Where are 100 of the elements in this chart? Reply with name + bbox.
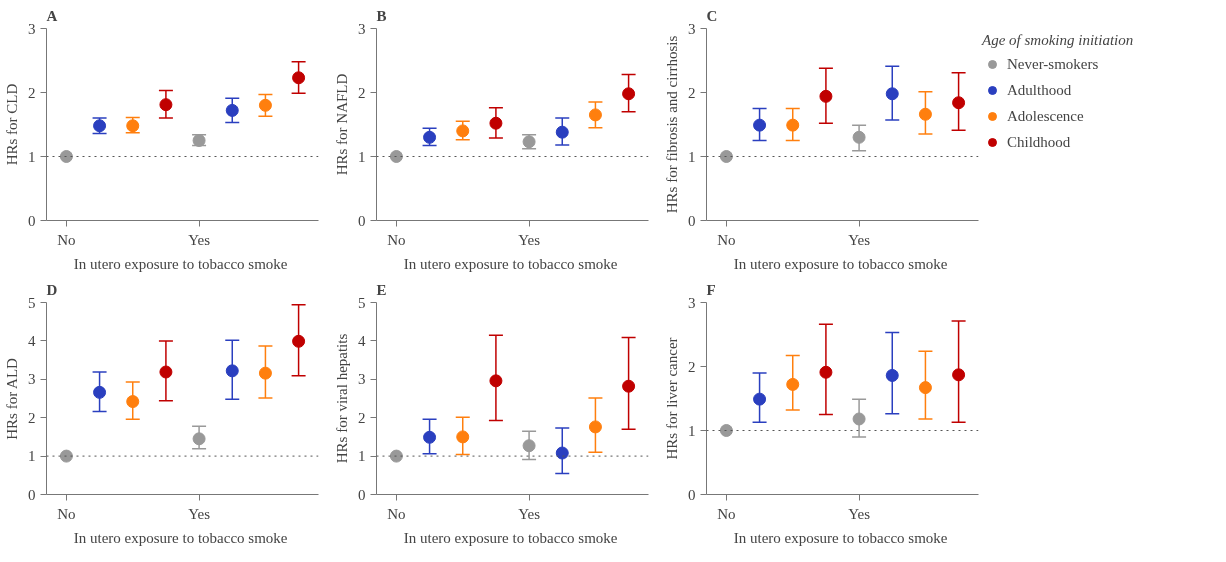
- y-tick-label: 0: [358, 486, 366, 503]
- point: [588, 108, 602, 122]
- chart-title: F: [706, 281, 716, 298]
- point: [885, 368, 899, 382]
- chart-title: B: [376, 7, 387, 24]
- x-tick-label: No: [57, 505, 76, 522]
- point: [719, 424, 733, 437]
- point: [852, 412, 866, 426]
- y-tick-label: 0: [28, 486, 36, 503]
- point: [622, 87, 636, 101]
- legend-label: Adulthood: [1007, 81, 1073, 99]
- y-tick-label: 3: [28, 371, 36, 388]
- x-tick-label: Yes: [518, 505, 541, 522]
- point: [753, 392, 767, 406]
- point: [258, 366, 272, 380]
- y-tick-label: 2: [28, 409, 36, 426]
- x-axis-title: In utero exposure to tobacco smoke: [403, 529, 618, 546]
- y-tick-label: 1: [358, 448, 366, 465]
- point: [952, 368, 966, 382]
- point: [588, 420, 602, 434]
- x-axis-title: In utero exposure to tobacco smoke: [73, 529, 288, 546]
- point: [225, 103, 239, 117]
- point: [719, 150, 733, 163]
- chart-title: D: [46, 281, 58, 298]
- point: [258, 98, 272, 112]
- x-tick-label: No: [57, 231, 76, 248]
- y-tick-label: 0: [358, 212, 366, 229]
- point: [59, 150, 73, 163]
- legend-label: Childhood: [1007, 133, 1072, 151]
- x-tick-label: Yes: [188, 231, 211, 248]
- x-tick-label: No: [387, 505, 406, 522]
- point: [852, 130, 866, 144]
- y-tick-label: 2: [28, 84, 36, 101]
- point: [292, 334, 306, 348]
- legend-label: Adolescence: [1007, 107, 1085, 125]
- point: [456, 430, 470, 444]
- y-tick-label: 3: [688, 294, 696, 311]
- chart-title: C: [706, 7, 718, 24]
- y-tick-label: 3: [358, 371, 366, 388]
- y-tick-label: 0: [28, 212, 36, 229]
- point: [885, 87, 899, 101]
- point: [918, 107, 932, 121]
- y-tick-label: 0: [688, 212, 696, 229]
- point: [423, 430, 437, 444]
- x-axis-title: In utero exposure to tobacco smoke: [733, 529, 948, 546]
- point: [292, 71, 306, 85]
- chart-title: E: [376, 281, 387, 298]
- y-tick-label: 2: [688, 358, 696, 375]
- x-tick-label: Yes: [188, 505, 211, 522]
- x-tick-label: Yes: [848, 231, 871, 248]
- x-axis-title: In utero exposure to tobacco smoke: [73, 255, 288, 272]
- y-tick-label: 1: [358, 148, 366, 165]
- y-tick-label: 2: [358, 84, 366, 101]
- point: [489, 374, 503, 388]
- point: [753, 118, 767, 132]
- x-tick-label: No: [717, 505, 736, 522]
- point: [555, 446, 569, 460]
- point: [126, 395, 140, 409]
- legend-label: Never-smokers: [1007, 55, 1100, 73]
- point: [952, 96, 966, 110]
- y-tick-label: 1: [688, 148, 696, 165]
- point: [489, 116, 503, 130]
- x-axis-title: In utero exposure to tobacco smoke: [403, 255, 618, 272]
- y-tick-label: 5: [358, 294, 366, 311]
- y-tick-label: 1: [28, 448, 36, 465]
- x-tick-label: Yes: [518, 231, 541, 248]
- y-axis-title: HRs for liver cancer: [664, 337, 680, 460]
- point: [225, 364, 239, 378]
- point: [555, 125, 569, 139]
- y-axis-title: HRs for ALD: [4, 357, 20, 440]
- y-tick-label: 4: [28, 332, 36, 349]
- y-tick-label: 4: [358, 332, 366, 349]
- y-tick-label: 3: [688, 20, 696, 37]
- point: [786, 377, 800, 391]
- y-tick-label: 1: [28, 148, 36, 165]
- point: [159, 365, 173, 379]
- point: [819, 365, 833, 379]
- x-axis-title: In utero exposure to tobacco smoke: [733, 255, 948, 272]
- y-tick-label: 2: [688, 84, 696, 101]
- y-axis-title: HRs for NAFLD: [334, 73, 350, 176]
- y-axis-title: HRs for CLD: [4, 83, 20, 166]
- x-tick-label: No: [387, 231, 406, 248]
- point: [786, 118, 800, 132]
- y-axis-title: HRs for viral hepatits: [334, 333, 350, 464]
- point: [456, 124, 470, 138]
- x-tick-label: No: [717, 231, 736, 248]
- y-tick-label: 2: [358, 409, 366, 426]
- point: [389, 449, 403, 463]
- legend-title: Age of smoking initiation: [982, 32, 1134, 49]
- y-tick-label: 0: [688, 486, 696, 503]
- point: [159, 98, 173, 112]
- point: [93, 385, 107, 399]
- y-tick-label: 3: [28, 20, 36, 37]
- point: [192, 432, 206, 446]
- x-tick-label: Yes: [848, 505, 871, 522]
- chart-title: A: [46, 7, 58, 24]
- point: [59, 449, 73, 463]
- point: [819, 89, 833, 103]
- point: [918, 381, 932, 395]
- point: [622, 379, 636, 393]
